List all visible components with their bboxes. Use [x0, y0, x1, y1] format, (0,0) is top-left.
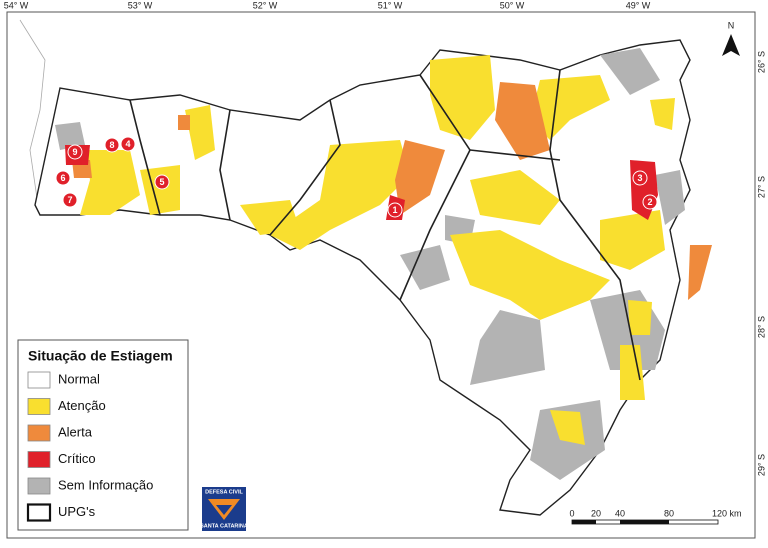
graticule-label: 52° W [253, 0, 278, 10]
neighbor-border [19, 19, 46, 206]
region [178, 115, 190, 130]
region [270, 140, 410, 250]
graticule-label: 26° S [756, 51, 766, 73]
scale-segment [572, 520, 596, 524]
legend-label: UPG's [58, 504, 96, 519]
upg-border [269, 99, 341, 236]
scale-label: 40 [615, 508, 625, 518]
scale-bar: 0 20 40 80 120 km [569, 508, 742, 525]
marker-dot [55, 170, 71, 186]
graticule-label: 49° W [626, 0, 651, 10]
marker-label: 5 [159, 177, 164, 187]
marker-dot [632, 170, 648, 186]
marker-dot [387, 202, 403, 218]
region [688, 245, 712, 300]
scale-segment [620, 520, 669, 524]
legend-title: Situação de Estiagem [28, 348, 173, 364]
graticule-label: 51° W [378, 0, 403, 10]
region [470, 310, 545, 385]
logo: DEFESA CIVIL SANTA CATARINA [200, 487, 248, 531]
region [450, 230, 610, 320]
region [400, 245, 450, 290]
region [600, 48, 660, 95]
region [620, 345, 645, 400]
legend-label: Normal [58, 371, 100, 386]
marker-label: 8 [109, 140, 114, 150]
legend-swatch [27, 371, 51, 389]
upg-border [469, 149, 561, 161]
graticule-label: 29° S [756, 454, 766, 476]
marker-dot [154, 174, 170, 190]
marker-label: 1 [392, 205, 397, 215]
upg-border [129, 99, 161, 216]
region [80, 150, 140, 215]
graticule-label: 27° S [756, 176, 766, 198]
state-map [34, 39, 712, 516]
logo-bottom: SANTA CATARINA [200, 523, 248, 529]
marker-label: 7 [67, 195, 72, 205]
marker-label: 2 [647, 197, 652, 207]
legend-swatch [27, 477, 51, 495]
region [650, 98, 675, 130]
graticule-label: 50° W [500, 0, 525, 10]
upg-border [399, 74, 471, 301]
region [240, 200, 300, 235]
legend-swatch [26, 503, 52, 522]
scale-label: 80 [664, 508, 674, 518]
marker-dot [642, 194, 658, 210]
logo-top: DEFESA CIVIL [205, 489, 243, 495]
region [395, 140, 445, 215]
marker-label: 6 [60, 173, 65, 183]
scale-label: 20 [591, 508, 601, 518]
legend-items: Normal Atenção Alerta Crítico Sem Informação… [26, 371, 153, 522]
upg-border [219, 109, 231, 221]
graticule-label: 53° W [128, 0, 153, 10]
region [530, 75, 610, 140]
marker-dot [104, 137, 120, 153]
north-arrow-shape [722, 34, 740, 56]
region [185, 105, 215, 160]
marker-dot [62, 192, 78, 208]
region [550, 410, 585, 445]
region [430, 55, 495, 140]
region [628, 300, 652, 335]
upg-border [549, 69, 641, 381]
marker-label: 3 [637, 173, 642, 183]
legend-label: Sem Informação [58, 477, 153, 492]
marker-label: 9 [72, 147, 77, 157]
region [600, 210, 665, 270]
marker-dot [67, 144, 83, 160]
marker-dot [120, 136, 136, 152]
region [655, 170, 685, 225]
legend-label: Atenção [58, 398, 106, 413]
legend-label: Crítico [58, 451, 96, 466]
logo-symbol-inner [216, 505, 232, 515]
legend: Situação de Estiagem Normal Atenção Alerta… [17, 339, 189, 531]
legend-label: Alerta [58, 424, 93, 439]
graticule-label: 28° S [756, 316, 766, 338]
legend-swatch [27, 451, 51, 468]
region [470, 170, 560, 225]
legend-swatch [27, 424, 51, 442]
scale-label: 120 km [712, 508, 742, 518]
graticule-label: 54° W [4, 0, 29, 10]
north-arrow: N [722, 20, 740, 56]
upg-borders [129, 69, 641, 381]
markers: 1 2 3 4 5 6 7 8 9 [55, 136, 658, 218]
graticule: 54° W 53° W 52° W 51° W 50° W 49° W 26° S 27° S… [4, 0, 767, 476]
scale-label: 0 [569, 508, 574, 518]
region [495, 82, 550, 160]
region [55, 122, 85, 150]
legend-swatch [27, 398, 51, 415]
marker-label: 4 [125, 139, 130, 149]
north-label: N [728, 20, 735, 30]
